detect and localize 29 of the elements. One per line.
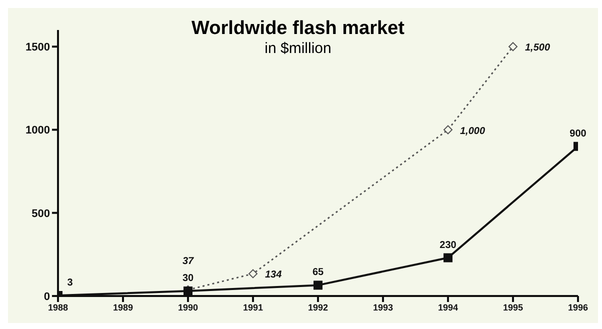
- x-tick-label: 1995: [502, 302, 524, 312]
- point: [444, 125, 452, 134]
- y-tick-label: 1000: [26, 124, 50, 137]
- y-tick-label: 0: [44, 290, 50, 303]
- point: [444, 253, 452, 262]
- x-tick-label: 1990: [178, 302, 198, 312]
- x-tick-label: 1994: [438, 302, 458, 312]
- data-label: 3: [67, 278, 74, 288]
- chart-title: Worldwide flash market: [190, 18, 406, 40]
- text: in $million: [264, 40, 332, 57]
- data-label: 900: [570, 128, 587, 140]
- data-label: 30: [182, 273, 194, 284]
- point: [508, 42, 518, 52]
- data-label: 1,500: [525, 42, 550, 54]
- data-label: 1,000: [460, 126, 486, 137]
- y-tick-label: 1500: [26, 42, 50, 54]
- point: [248, 269, 258, 278]
- x-tick-label: 1992: [308, 302, 328, 312]
- data-label: 65: [312, 267, 324, 278]
- x-tick-label: 1996: [568, 302, 588, 312]
- point: [314, 280, 322, 290]
- x-tick-label: 1989: [112, 302, 134, 312]
- data-label: 134: [265, 270, 282, 281]
- x-tick-label: 1993: [372, 302, 394, 312]
- x-tick-label: 1988: [48, 302, 68, 312]
- x-tick-label: 1991: [242, 302, 264, 312]
- data-label: 230: [440, 240, 457, 251]
- y-tick-label: 500: [32, 208, 50, 220]
- data-label: 37: [182, 256, 194, 267]
